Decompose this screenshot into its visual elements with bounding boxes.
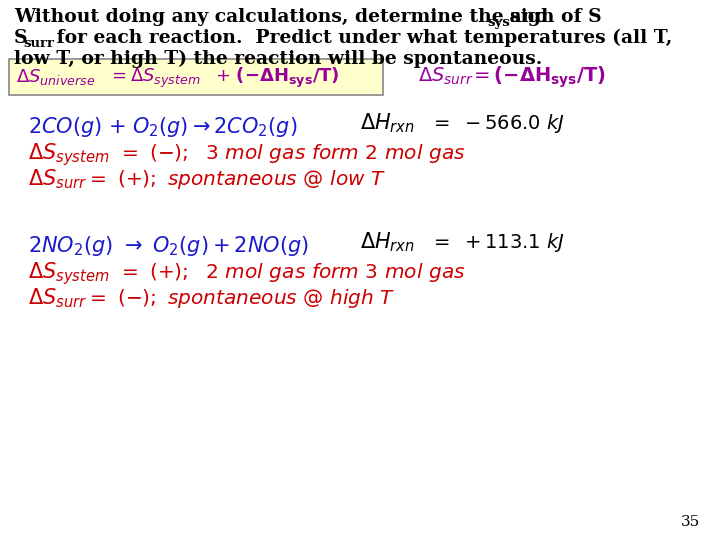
Text: $= \ (+); \ \ 2 \ mol \ gas \ form \ 3 \ mol \ gas$: $= \ (+); \ \ 2 \ mol \ gas \ form \ 3 \…: [118, 261, 465, 284]
Text: $\Delta S_{system}$: $\Delta S_{system}$: [28, 260, 109, 287]
Text: $\Delta H_{rxn}$: $\Delta H_{rxn}$: [360, 230, 415, 254]
Text: $+ \ O_2(g)$: $+ \ O_2(g)$: [108, 115, 189, 139]
FancyBboxPatch shape: [9, 59, 383, 95]
Text: $\Delta H_{rxn}$: $\Delta H_{rxn}$: [360, 111, 415, 134]
Text: $= \mathbf{(-\Delta H_{sys}/T)}$: $= \mathbf{(-\Delta H_{sys}/T)}$: [470, 65, 606, 90]
Text: for each reaction.  Predict under what temperatures (all T,: for each reaction. Predict under what te…: [50, 29, 672, 47]
Text: surr: surr: [23, 37, 54, 50]
Text: Without doing any calculations, determine the sign of S: Without doing any calculations, determin…: [14, 8, 602, 26]
Text: $2CO(g)$: $2CO(g)$: [28, 115, 102, 139]
Text: $\Delta S_{surr}$: $\Delta S_{surr}$: [418, 66, 474, 87]
Text: $= \ (-); \ \ 3 \ mol \ gas \ form \ 2 \ mol \ gas$: $= \ (-); \ \ 3 \ mol \ gas \ form \ 2 \…: [118, 142, 465, 165]
Text: sys: sys: [487, 16, 510, 29]
Text: $= \ (+); \ spontaneous \ @ \ low \ T$: $= \ (+); \ spontaneous \ @ \ low \ T$: [86, 168, 386, 191]
Text: low T, or high T) the reaction will be spontaneous.: low T, or high T) the reaction will be s…: [14, 50, 542, 68]
Text: $= \ (-); \ spontaneous \ @ \ high \ T$: $= \ (-); \ spontaneous \ @ \ high \ T$: [86, 287, 395, 310]
Text: $\Delta S_{surr}$: $\Delta S_{surr}$: [28, 167, 87, 191]
Text: $= \ +113.1 \ kJ$: $= \ +113.1 \ kJ$: [430, 231, 565, 254]
Text: $\Delta S_{system}$: $\Delta S_{system}$: [28, 141, 109, 167]
Text: S: S: [14, 29, 27, 47]
Text: $\Delta S_{surr}$: $\Delta S_{surr}$: [28, 286, 87, 309]
Text: and: and: [503, 8, 548, 26]
Text: 35: 35: [680, 515, 700, 529]
Text: $2NO_2(g)$: $2NO_2(g)$: [28, 234, 113, 258]
Text: $+ \ \mathbf{(-\Delta H_{sys}/T)}$: $+ \ \mathbf{(-\Delta H_{sys}/T)}$: [215, 66, 340, 90]
Text: $= \Delta S_{system}$: $= \Delta S_{system}$: [108, 67, 201, 90]
Text: $\Delta S_{universe}$: $\Delta S_{universe}$: [16, 67, 95, 87]
Text: $\rightarrow \ O_2(g) + 2NO(g)$: $\rightarrow \ O_2(g) + 2NO(g)$: [120, 234, 309, 258]
Text: $\rightarrow 2CO_2(g)$: $\rightarrow 2CO_2(g)$: [188, 115, 297, 139]
Text: $= \ -566.0 \ kJ$: $= \ -566.0 \ kJ$: [430, 112, 565, 135]
